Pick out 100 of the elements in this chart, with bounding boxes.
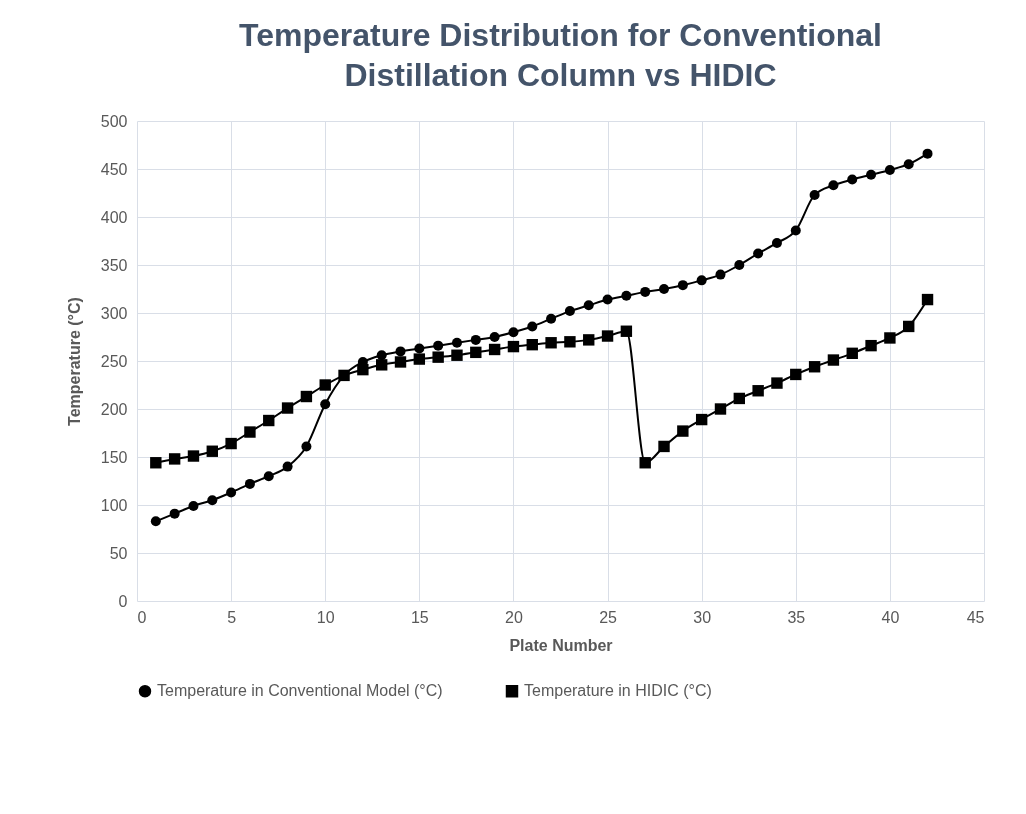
point	[489, 332, 500, 342]
y-tick-label: 100	[100, 496, 128, 514]
y-tick-label: 400	[100, 208, 128, 226]
x-tick-label: 20	[505, 608, 523, 626]
y-tick-label: 200	[100, 400, 128, 418]
point	[620, 325, 633, 337]
point	[470, 334, 481, 345]
y-axis-title: Temperature (°C)	[65, 297, 83, 426]
point	[376, 350, 387, 361]
point	[375, 359, 388, 371]
point	[752, 385, 764, 397]
point	[564, 336, 576, 348]
x-tick-label: 15	[410, 608, 429, 626]
point	[564, 306, 575, 317]
point	[771, 237, 782, 248]
point	[866, 169, 877, 180]
point	[527, 321, 538, 332]
point	[639, 457, 651, 469]
x-tick-label: 0	[137, 608, 147, 626]
point	[865, 339, 877, 352]
point	[263, 471, 274, 482]
point	[244, 478, 255, 489]
point	[734, 260, 745, 270]
point	[884, 332, 896, 344]
y-tick-label: 250	[100, 352, 128, 370]
point	[357, 363, 369, 376]
x-axis-title: Plate Number	[509, 636, 613, 654]
point	[846, 347, 858, 360]
point	[188, 500, 199, 511]
point	[432, 351, 444, 363]
point	[828, 180, 839, 191]
point	[808, 361, 821, 373]
point	[413, 353, 426, 365]
point	[601, 330, 614, 342]
point	[827, 354, 840, 366]
x-tick-label: 30	[693, 608, 712, 626]
point	[546, 313, 557, 324]
point	[507, 340, 520, 353]
point	[583, 334, 595, 346]
x-tick-label: 40	[881, 608, 900, 626]
point	[658, 440, 670, 453]
point	[488, 343, 501, 356]
y-tick-label: 300	[100, 304, 128, 322]
point	[187, 450, 200, 462]
point	[583, 300, 594, 311]
chart-title: Temperature Distribution for Conventional Distillation Column vs HIDIC	[239, 17, 882, 93]
point	[451, 337, 462, 348]
point	[433, 340, 444, 351]
point	[903, 159, 914, 170]
point	[282, 461, 293, 472]
point	[677, 280, 688, 291]
point	[921, 293, 934, 306]
point	[207, 495, 218, 506]
y-tick-label: 50	[109, 544, 128, 562]
point	[395, 346, 406, 357]
point	[847, 174, 858, 185]
y-tick-label: 350	[100, 256, 128, 274]
point	[394, 356, 407, 368]
point	[602, 294, 613, 305]
point	[790, 225, 801, 236]
y-tick-label: 450	[100, 160, 128, 178]
point	[809, 189, 820, 200]
point	[753, 248, 764, 259]
point	[414, 343, 425, 354]
point	[225, 437, 237, 450]
point	[508, 327, 519, 338]
x-tick-label: 10	[316, 608, 335, 626]
y-tick-label: 500	[100, 112, 128, 130]
point	[206, 445, 218, 457]
point	[451, 349, 463, 361]
point	[263, 414, 275, 427]
point	[169, 508, 180, 519]
y-tick-label: 150	[100, 448, 128, 466]
point	[696, 275, 707, 286]
point	[320, 399, 331, 410]
point	[526, 338, 538, 351]
point	[715, 269, 726, 280]
y-tick-label: 0	[118, 592, 128, 610]
point	[922, 148, 933, 159]
point	[659, 284, 670, 294]
legend-label: Temperature in Conventional Model (°C)	[157, 682, 443, 700]
point	[319, 379, 331, 391]
point	[470, 346, 482, 359]
point	[733, 392, 746, 405]
point	[790, 368, 802, 381]
x-tick-label: 5	[227, 608, 237, 626]
point	[695, 413, 708, 426]
point	[226, 487, 237, 498]
point	[150, 457, 162, 469]
point	[884, 164, 895, 175]
point	[300, 390, 313, 403]
point	[301, 441, 312, 452]
point	[545, 337, 557, 349]
point	[281, 402, 294, 414]
point	[621, 290, 632, 301]
point	[677, 425, 689, 437]
point	[168, 453, 181, 465]
legend-label: Temperature in HIDIC (°C)	[524, 682, 712, 700]
x-tick-label: 45	[966, 608, 985, 626]
point	[714, 403, 727, 415]
